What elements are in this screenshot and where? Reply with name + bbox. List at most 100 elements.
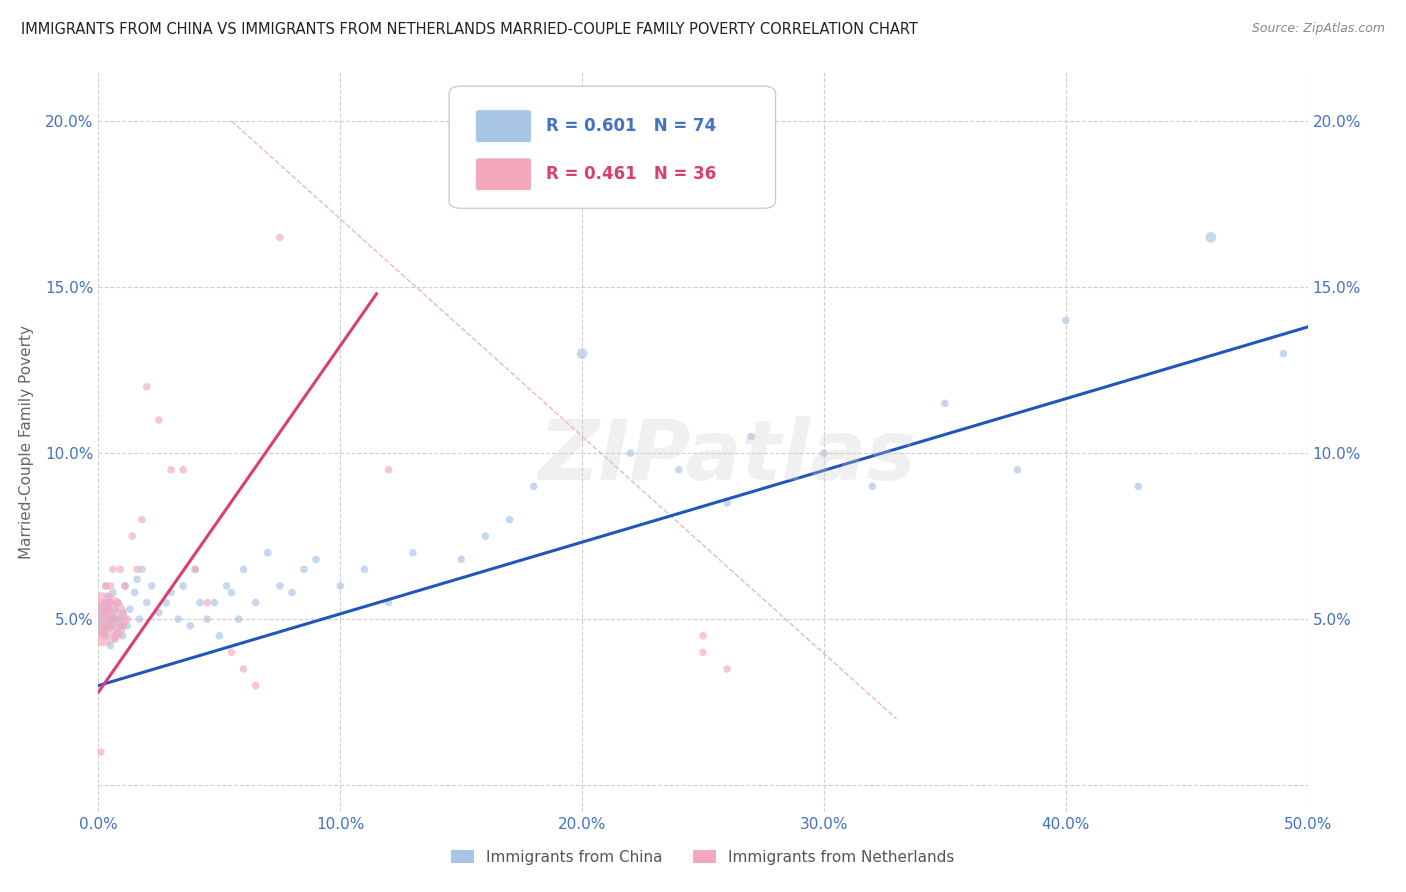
Point [188,596,211,610]
Point [101,562,124,576]
Point [450,552,472,566]
Point [114,579,136,593]
Point [91,622,114,636]
Point [108,612,131,626]
Point [402,546,425,560]
Point [329,579,352,593]
Point [172,463,194,477]
Y-axis label: Married-Couple Family Poverty: Married-Couple Family Poverty [20,325,34,558]
Point [97,602,120,616]
Point [101,585,124,599]
Point [124,585,146,599]
Point [135,596,157,610]
Point [184,562,207,576]
Text: IMMIGRANTS FROM CHINA VS IMMIGRANTS FROM NETHERLANDS MARRIED-COUPLE FAMILY POVER: IMMIGRANTS FROM CHINA VS IMMIGRANTS FROM… [21,22,918,37]
Point [100,639,122,653]
Text: Source: ZipAtlas.com: Source: ZipAtlas.com [1251,22,1385,36]
Point [498,512,520,526]
Point [148,413,170,427]
Point [353,562,375,576]
Point [305,552,328,566]
Point [117,612,139,626]
Point [474,529,496,543]
Point [108,562,131,576]
Text: R = 0.601   N = 74: R = 0.601 N = 74 [546,117,716,136]
Point [91,606,114,620]
Point [97,589,120,603]
Point [245,596,267,610]
Point [90,612,112,626]
Point [101,612,124,626]
Point [94,579,117,593]
Point [232,662,254,676]
Point [269,230,291,244]
Point [90,745,112,759]
Point [97,602,120,616]
Point [1007,463,1029,477]
Point [94,619,117,633]
Point [668,463,690,477]
Point [100,596,122,610]
Point [377,596,399,610]
Point [204,596,226,610]
FancyBboxPatch shape [475,110,531,143]
Point [108,619,131,633]
Point [148,606,170,620]
Point [118,602,141,616]
Point [104,632,127,646]
Point [135,380,157,394]
Point [245,679,267,693]
Point [523,479,546,493]
Point [692,645,714,659]
Point [813,446,835,460]
Point [860,479,883,493]
Point [91,596,114,610]
Legend: Immigrants from China, Immigrants from Netherlands: Immigrants from China, Immigrants from N… [446,844,960,871]
Point [172,579,194,593]
Point [228,612,250,626]
Point [377,463,399,477]
Point [934,396,956,410]
Point [111,619,134,633]
Point [117,619,139,633]
Point [692,629,714,643]
Point [94,606,117,620]
Point [1199,230,1222,244]
Point [94,579,117,593]
Point [107,625,129,640]
Point [184,562,207,576]
Point [104,602,127,616]
Point [127,562,149,576]
Point [131,562,153,576]
Point [104,612,127,626]
Point [121,529,143,543]
Point [256,546,278,560]
Point [128,612,150,626]
Point [195,596,218,610]
Point [269,579,291,593]
Point [1054,313,1077,327]
Point [111,629,134,643]
Point [131,512,153,526]
Point [97,619,120,633]
Point [94,629,117,643]
Point [107,596,129,610]
Point [101,619,124,633]
Point [716,496,738,510]
Point [221,645,243,659]
Point [195,612,218,626]
Point [155,596,177,610]
Point [100,596,122,610]
Point [160,463,183,477]
Point [100,612,122,626]
Point [215,579,238,593]
Point [232,562,254,576]
Point [281,585,304,599]
Point [100,579,122,593]
Point [619,446,641,460]
Text: ZIPatlas: ZIPatlas [538,416,917,497]
Point [111,606,134,620]
Point [571,346,593,360]
Point [179,619,201,633]
Point [167,612,190,626]
